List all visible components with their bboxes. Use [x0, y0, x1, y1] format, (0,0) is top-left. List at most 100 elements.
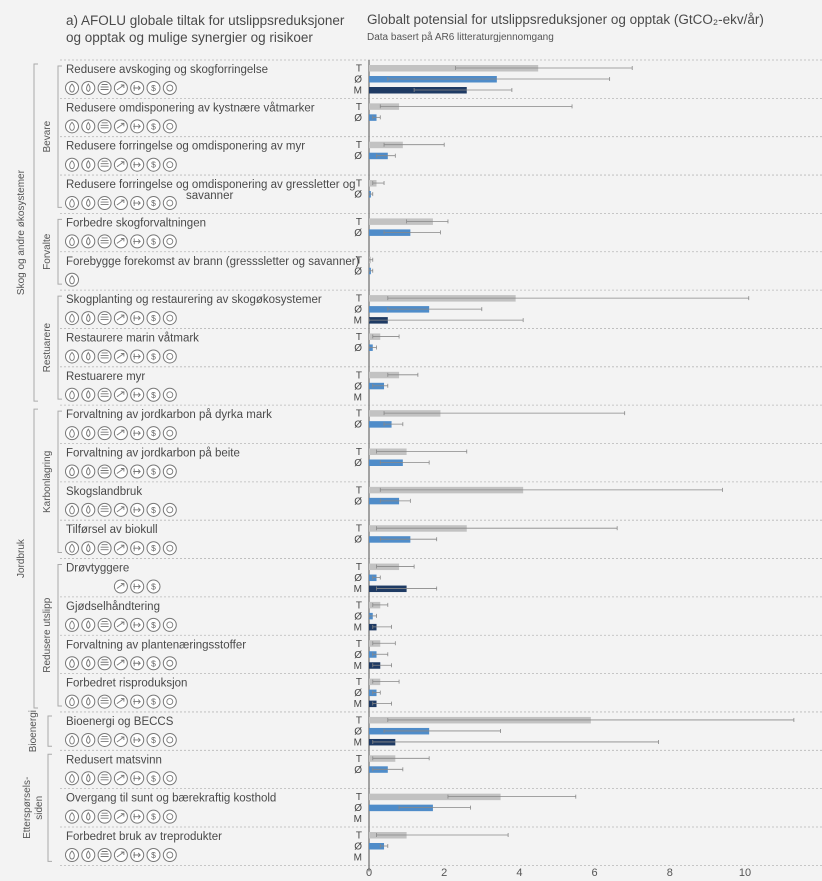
co-benefit-icon [81, 464, 96, 479]
bar-T [369, 371, 400, 379]
waves-icon [100, 314, 109, 321]
co-benefit-icon [65, 732, 79, 747]
group-label: Skog og andre økosystemer [16, 169, 27, 295]
subgroup-bracket [57, 218, 62, 285]
co-benefit-icon [146, 311, 161, 326]
co-benefit-glyph [69, 466, 75, 476]
waves-icon [100, 160, 109, 167]
co-benefit-glyph [86, 236, 91, 246]
co-benefit-glyph [116, 84, 125, 91]
waves-icon [100, 697, 109, 704]
co-benefit-icon [81, 617, 96, 632]
co-benefit-icon [81, 541, 96, 556]
series-label: Ø [354, 803, 362, 814]
co-benefit-glyph [69, 543, 75, 553]
co-benefit-glyph [86, 351, 91, 361]
co-benefit-icon [65, 426, 79, 441]
co-benefit-icon [81, 119, 96, 134]
bar-T [369, 65, 539, 72]
arrow-icon [116, 237, 125, 244]
food-icon [166, 621, 174, 629]
co-benefit-glyph [69, 351, 75, 361]
co-benefit-glyph [100, 659, 109, 666]
bar-T [369, 218, 433, 225]
co-benefit-icon [97, 809, 112, 824]
dollar-icon: $ [151, 467, 156, 477]
group-label: Etterspørsels- [22, 777, 33, 839]
co-benefit-icon [162, 311, 177, 326]
leaf-icon [69, 812, 75, 822]
co-benefit-icon [97, 732, 112, 747]
co-benefit-glyph: $ [151, 390, 156, 400]
subgroup-bracket [57, 564, 62, 707]
waves-icon [100, 122, 109, 129]
co-benefit-glyph [69, 313, 75, 323]
series-label: Ø [354, 381, 362, 392]
series-label: T [356, 102, 362, 113]
measure-label: Drøvtyggere [66, 563, 129, 575]
waves-icon [100, 352, 109, 359]
co-benefit-icon [113, 541, 128, 556]
dollar-icon: $ [151, 543, 156, 553]
co-benefit-glyph [116, 468, 125, 474]
leaf-icon [69, 275, 75, 285]
co-benefit-icon [97, 387, 112, 402]
food-icon [166, 391, 174, 399]
co-benefit-icon [146, 426, 161, 441]
measure-label: Skogplanting og restaurering av skogøkos… [66, 294, 322, 306]
co-benefit-icon [146, 617, 161, 632]
co-benefit-icon [113, 732, 128, 747]
series-label: Ø [354, 842, 362, 853]
co-benefit-glyph [69, 275, 75, 285]
leaf-icon [69, 505, 75, 515]
co-benefit-icon [162, 656, 177, 671]
co-benefit-icon [81, 771, 96, 786]
leaf-icon [69, 313, 75, 323]
co-benefit-glyph [166, 122, 174, 130]
co-benefit-icon [113, 157, 128, 172]
co-benefit-glyph [69, 121, 75, 131]
co-benefit-glyph [133, 736, 141, 743]
co-benefit-glyph [69, 198, 75, 208]
series-label: T [356, 524, 362, 535]
co-benefit-icon [113, 809, 128, 824]
flow-icon [133, 200, 141, 207]
co-benefit-glyph [100, 390, 109, 397]
measure-label-continued: savanner [186, 190, 233, 202]
measure-label: Gjødselhåndtering [66, 601, 160, 613]
co-benefit-icon [113, 694, 128, 709]
arrow-icon [116, 84, 125, 91]
subgroup-label: Bevare [42, 120, 53, 152]
co-benefit-icon [113, 617, 128, 632]
waves-icon [100, 620, 109, 627]
food-icon [166, 698, 174, 706]
co-benefit-icon [146, 732, 161, 747]
series-label: T [356, 447, 362, 458]
arrow-icon [116, 544, 125, 551]
co-benefit-icon [81, 809, 96, 824]
series-label: T [356, 370, 362, 381]
arrow-icon [116, 698, 125, 704]
dollar-icon: $ [151, 390, 156, 400]
water-drop-icon [86, 773, 91, 783]
group-bracket [47, 753, 52, 862]
series-label: T [356, 600, 362, 611]
series-label: M [354, 737, 362, 748]
co-benefit-glyph [69, 658, 75, 668]
co-benefit-glyph [116, 583, 125, 589]
co-benefit-icon [146, 196, 161, 211]
dollar-icon: $ [151, 198, 156, 208]
co-benefit-glyph [69, 505, 75, 515]
flow-icon [133, 85, 141, 91]
group-label: Bioenergi [28, 710, 39, 752]
co-benefit-icon [146, 771, 161, 786]
co-benefit-icon [97, 694, 112, 709]
co-benefit-glyph [133, 430, 141, 437]
co-benefit-glyph [86, 505, 91, 514]
water-drop-icon [86, 236, 91, 246]
x-tick-label: 10 [739, 867, 751, 879]
co-benefit-icon [162, 349, 177, 364]
co-benefit-icon [65, 234, 79, 249]
co-benefit-glyph [86, 428, 91, 438]
